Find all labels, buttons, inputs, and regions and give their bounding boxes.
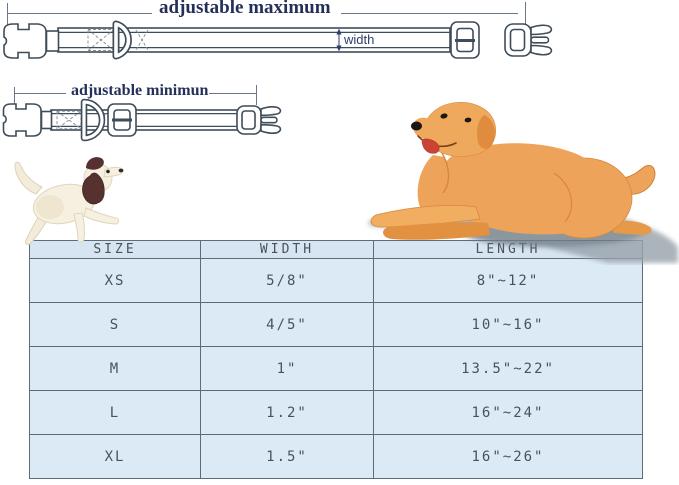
width-label: width: [344, 32, 375, 47]
table-row: S 4/5" 10"~16": [29, 302, 643, 347]
size-cell: XS: [29, 258, 201, 303]
size-cell: L: [29, 390, 201, 435]
column-header-length: LENGTH: [373, 240, 643, 259]
size-cell: S: [29, 302, 201, 347]
size-chart-table: SIZE WIDTH LENGTH XS 5/8" 8"~12" S 4/5" …: [29, 240, 643, 479]
column-header-size: SIZE: [29, 240, 201, 259]
size-cell: M: [29, 346, 201, 391]
length-cell: 16"~24": [373, 390, 643, 435]
width-cell: 1.2": [200, 390, 374, 435]
dog-head: [411, 102, 497, 157]
female-buckle: [2, 103, 53, 137]
male-buckle: [504, 23, 553, 57]
strap: [57, 27, 451, 53]
dog-body: [370, 143, 656, 240]
length-cell: 8"~12": [373, 258, 643, 303]
length-cell: 13.5"~22": [373, 346, 643, 391]
stitch-box: [56, 110, 107, 130]
length-cell: 10"~16": [373, 302, 643, 347]
female-buckle: [3, 23, 60, 59]
tri-glide-slider: [107, 103, 137, 137]
puppy-illustration: [14, 157, 124, 245]
header-row: SIZE WIDTH LENGTH: [29, 240, 643, 259]
width-cell: 5/8": [200, 258, 374, 303]
table-row: XS 5/8" 8"~12": [29, 258, 643, 303]
width-arrow: [336, 28, 342, 52]
stitch-box: [87, 29, 149, 51]
table-row: M 1" 13.5"~22": [29, 346, 643, 391]
size-cell: XL: [29, 434, 201, 479]
width-cell: 4/5": [200, 302, 374, 347]
adjustable-minimum-label: adjustable minimun: [71, 82, 209, 99]
width-cell: 1.5": [200, 434, 374, 479]
d-ring: [112, 20, 132, 60]
tri-glide-slider: [450, 21, 480, 59]
width-cell: 1": [200, 346, 374, 391]
table-row: L 1.2" 16"~24": [29, 390, 643, 435]
male-buckle: [236, 105, 282, 135]
strap: [50, 109, 239, 131]
d-ring: [80, 98, 106, 142]
table-row: XL 1.5" 16"~26": [29, 434, 643, 479]
column-header-width: WIDTH: [200, 240, 374, 259]
length-cell: 16"~26": [373, 434, 643, 479]
adjustable-maximum-label: adjustable maximum: [159, 0, 331, 18]
